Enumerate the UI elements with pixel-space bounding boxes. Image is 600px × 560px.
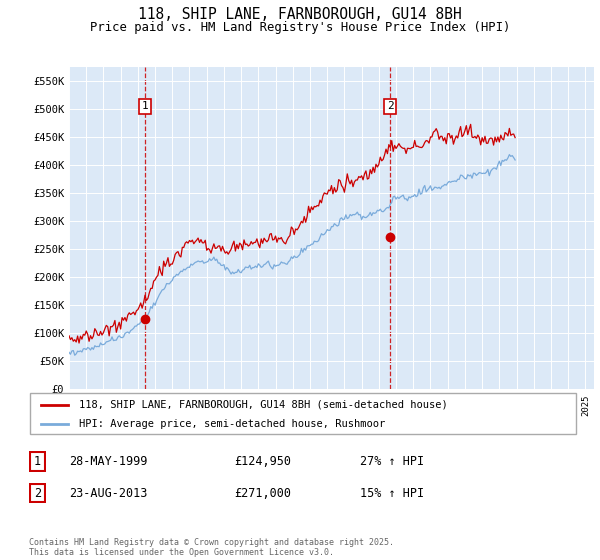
Text: 118, SHIP LANE, FARNBOROUGH, GU14 8BH: 118, SHIP LANE, FARNBOROUGH, GU14 8BH (138, 7, 462, 22)
Text: 2: 2 (34, 487, 41, 500)
FancyBboxPatch shape (29, 484, 45, 502)
Text: 118, SHIP LANE, FARNBOROUGH, GU14 8BH (semi-detached house): 118, SHIP LANE, FARNBOROUGH, GU14 8BH (s… (79, 400, 448, 409)
Text: £124,950: £124,950 (234, 455, 291, 468)
Text: Price paid vs. HM Land Registry's House Price Index (HPI): Price paid vs. HM Land Registry's House … (90, 21, 510, 34)
FancyBboxPatch shape (29, 452, 45, 470)
Text: 2: 2 (386, 101, 394, 111)
FancyBboxPatch shape (30, 393, 576, 434)
Text: 1: 1 (142, 101, 148, 111)
Text: Contains HM Land Registry data © Crown copyright and database right 2025.
This d: Contains HM Land Registry data © Crown c… (29, 538, 394, 557)
Text: 1: 1 (34, 455, 41, 468)
Text: HPI: Average price, semi-detached house, Rushmoor: HPI: Average price, semi-detached house,… (79, 419, 385, 429)
Text: 23-AUG-2013: 23-AUG-2013 (69, 487, 148, 500)
Text: 28-MAY-1999: 28-MAY-1999 (69, 455, 148, 468)
Text: £271,000: £271,000 (234, 487, 291, 500)
Text: 15% ↑ HPI: 15% ↑ HPI (360, 487, 424, 500)
Text: 27% ↑ HPI: 27% ↑ HPI (360, 455, 424, 468)
